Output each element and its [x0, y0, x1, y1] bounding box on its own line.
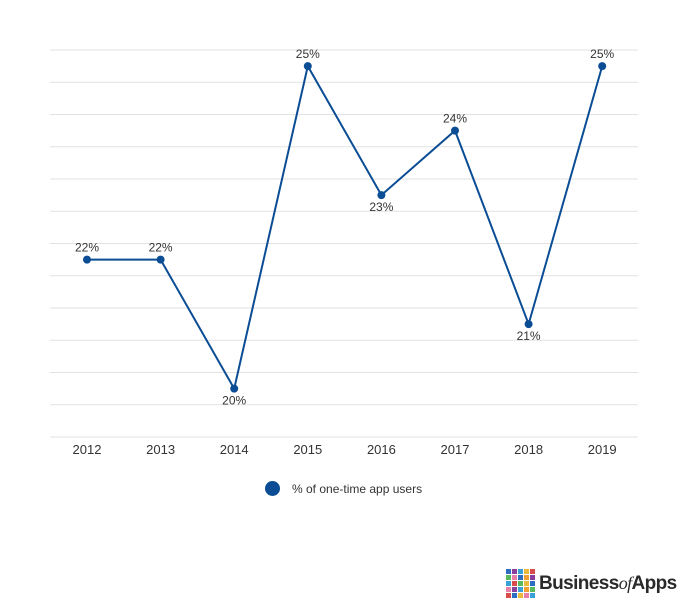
- data-label: 24%: [443, 112, 467, 126]
- gridlines: [50, 49, 638, 438]
- series: 22% 22% 20% 25% 23% 24% 21% 25%: [75, 47, 615, 408]
- x-tick-label: 2013: [146, 442, 175, 457]
- x-tick-label: 2018: [514, 442, 543, 457]
- logo-tile: [530, 575, 535, 580]
- legend-swatch: [265, 481, 280, 496]
- logo-tile: [512, 569, 517, 574]
- line-chart: 2012 2013 2014 2015 2016 2017 2018 2019 22% 22%2…: [50, 47, 638, 457]
- legend: % of one-time app users: [265, 481, 422, 496]
- logo-tile: [506, 581, 511, 586]
- logo-tile: [518, 575, 523, 580]
- data-point: [598, 62, 607, 71]
- data-label: 25%: [296, 47, 320, 61]
- logo-tile: [524, 581, 529, 586]
- x-tick-label: 2017: [441, 442, 470, 457]
- data-point: [83, 255, 91, 264]
- logo-tile: [512, 581, 517, 586]
- data-point: [230, 384, 239, 393]
- x-tick-label: 2014: [220, 442, 249, 457]
- series-line: [87, 63, 604, 392]
- legend-label: % of one-time app users: [292, 481, 423, 496]
- data-label: 25%: [590, 47, 614, 61]
- data-point: [303, 62, 312, 71]
- logo-tile: [518, 593, 523, 598]
- data-label: 22%: [75, 241, 99, 255]
- data-label: 20%: [222, 394, 246, 408]
- logo-tile: [524, 593, 529, 598]
- logo-tile: [524, 569, 529, 574]
- x-tick-label: 2019: [588, 442, 617, 457]
- logo-tile: [506, 587, 511, 592]
- businessofapps-logo: BusinessofApps: [506, 569, 677, 598]
- logo-tile: [530, 587, 535, 592]
- logo-tile: [518, 569, 523, 574]
- logo-tile: [512, 587, 517, 592]
- data-point: [156, 255, 165, 264]
- data-point: [451, 126, 459, 135]
- logo-word-business: Business: [539, 572, 619, 594]
- data-label: 23%: [369, 200, 393, 214]
- logo-tile: [524, 575, 529, 580]
- logo-tile: [518, 581, 523, 586]
- logo-tile: [512, 575, 517, 580]
- x-tick-label: 2015: [293, 442, 322, 457]
- logo-word-apps: Apps: [631, 572, 678, 594]
- logo-tile: [530, 581, 535, 586]
- x-axis-ticks: 2012 2013 2014 2015 2016 2017 2018 2019: [73, 442, 617, 457]
- logo-mosaic-icon: [506, 569, 535, 598]
- logo-tile: [530, 593, 535, 598]
- logo-tile: [506, 569, 511, 574]
- logo-tile: [530, 569, 535, 574]
- logo-tile: [518, 587, 523, 592]
- x-tick-label: 2012: [73, 442, 102, 457]
- logo-tile: [506, 593, 511, 598]
- logo-tile: [512, 593, 517, 598]
- logo-wordmark: BusinessofApps: [539, 573, 677, 595]
- data-label: 22%: [149, 241, 173, 255]
- data-label: 21%: [517, 329, 541, 343]
- logo-tile: [506, 575, 511, 580]
- logo-word-of: of: [618, 572, 632, 593]
- x-tick-label: 2016: [367, 442, 396, 457]
- data-point: [377, 191, 386, 200]
- logo-tile: [524, 587, 529, 592]
- data-point: [524, 320, 533, 329]
